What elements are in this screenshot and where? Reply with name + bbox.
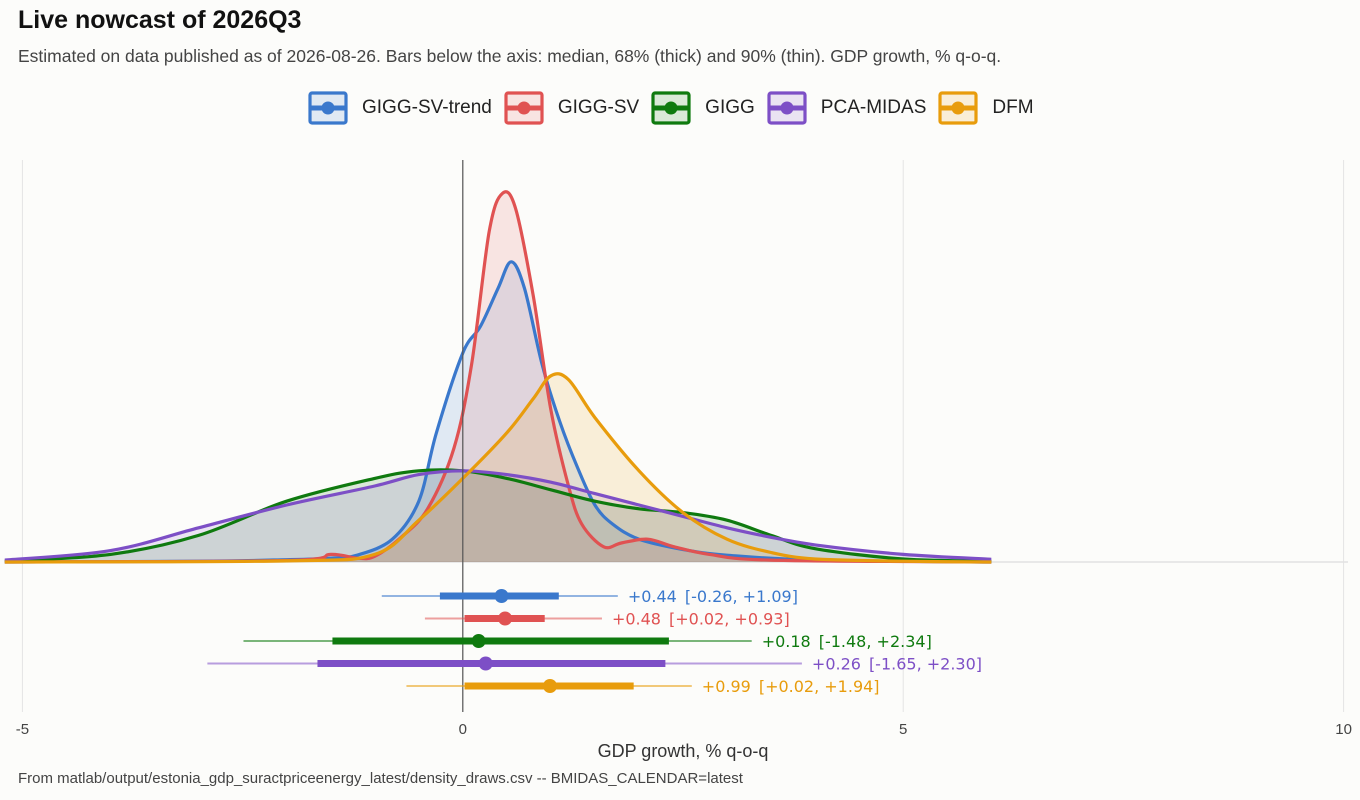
- x-axis-title: GDP growth, % q-o-q: [598, 741, 769, 761]
- legend-label: GIGG-SV-trend: [362, 97, 492, 118]
- legend-label: GIGG-SV: [557, 97, 640, 118]
- median-label-gigg: +0.18 [-1.48, +2.34]: [762, 632, 932, 651]
- density-fill-gigg-sv-trend: [4, 261, 992, 562]
- median-label-pca-midas: +0.26 [-1.65, +2.30]: [812, 655, 982, 674]
- legend-label: DFM: [992, 97, 1034, 118]
- source-caption: From matlab/output/estonia_gdp_suractpri…: [18, 770, 743, 787]
- legend-item-gigg: GIGG: [651, 91, 755, 125]
- density-line-pca-midas: [4, 469, 992, 562]
- legend-key-icon: [308, 91, 348, 125]
- density-fill-dfm: [4, 373, 992, 562]
- legend-label: PCA-MIDAS: [820, 97, 927, 118]
- median-point-gigg-sv: [498, 611, 513, 626]
- legend: GIGG-SV-trend GIGG-SV GIGG PCA-MIDAS DFM: [308, 88, 1046, 128]
- density-fill-gigg-sv: [4, 191, 992, 562]
- legend-key-icon: [504, 91, 544, 125]
- x-tick-label: 10: [1335, 721, 1352, 738]
- chart-title: Live nowcast of 2026Q3: [18, 6, 302, 34]
- legend-item-gigg-sv-trend: GIGG-SV-trend: [308, 91, 492, 125]
- legend-key-icon: [651, 91, 691, 125]
- density-line-dfm: [4, 372, 992, 564]
- density-fill-pca-midas: [4, 470, 992, 562]
- median-label-gigg-sv-trend: +0.44 [-0.26, +1.09]: [628, 587, 798, 606]
- x-tick-label: -5: [16, 721, 29, 738]
- median-point-pca-midas: [478, 656, 493, 671]
- legend-label: GIGG: [705, 97, 755, 118]
- x-tick-label: 0: [459, 721, 467, 738]
- median-label-dfm: +0.99 [+0.02, +1.94]: [702, 677, 880, 696]
- legend-key-icon: [767, 91, 807, 125]
- chart-subtitle: Estimated on data published as of 2026-0…: [18, 46, 1002, 66]
- median-label-gigg-sv: +0.48 [+0.02, +0.93]: [612, 610, 790, 629]
- legend-item-dfm: DFM: [938, 91, 1034, 125]
- legend-key-icon: [938, 91, 978, 125]
- median-point-gigg: [471, 634, 486, 648]
- density-fill-gigg: [4, 469, 992, 562]
- median-point-gigg-sv-trend: [494, 589, 509, 603]
- median-point-dfm: [543, 679, 557, 693]
- legend-item-gigg-sv: GIGG-SV: [504, 91, 639, 125]
- x-tick-label: 5: [899, 721, 907, 738]
- legend-item-pca-midas: PCA-MIDAS: [767, 91, 927, 125]
